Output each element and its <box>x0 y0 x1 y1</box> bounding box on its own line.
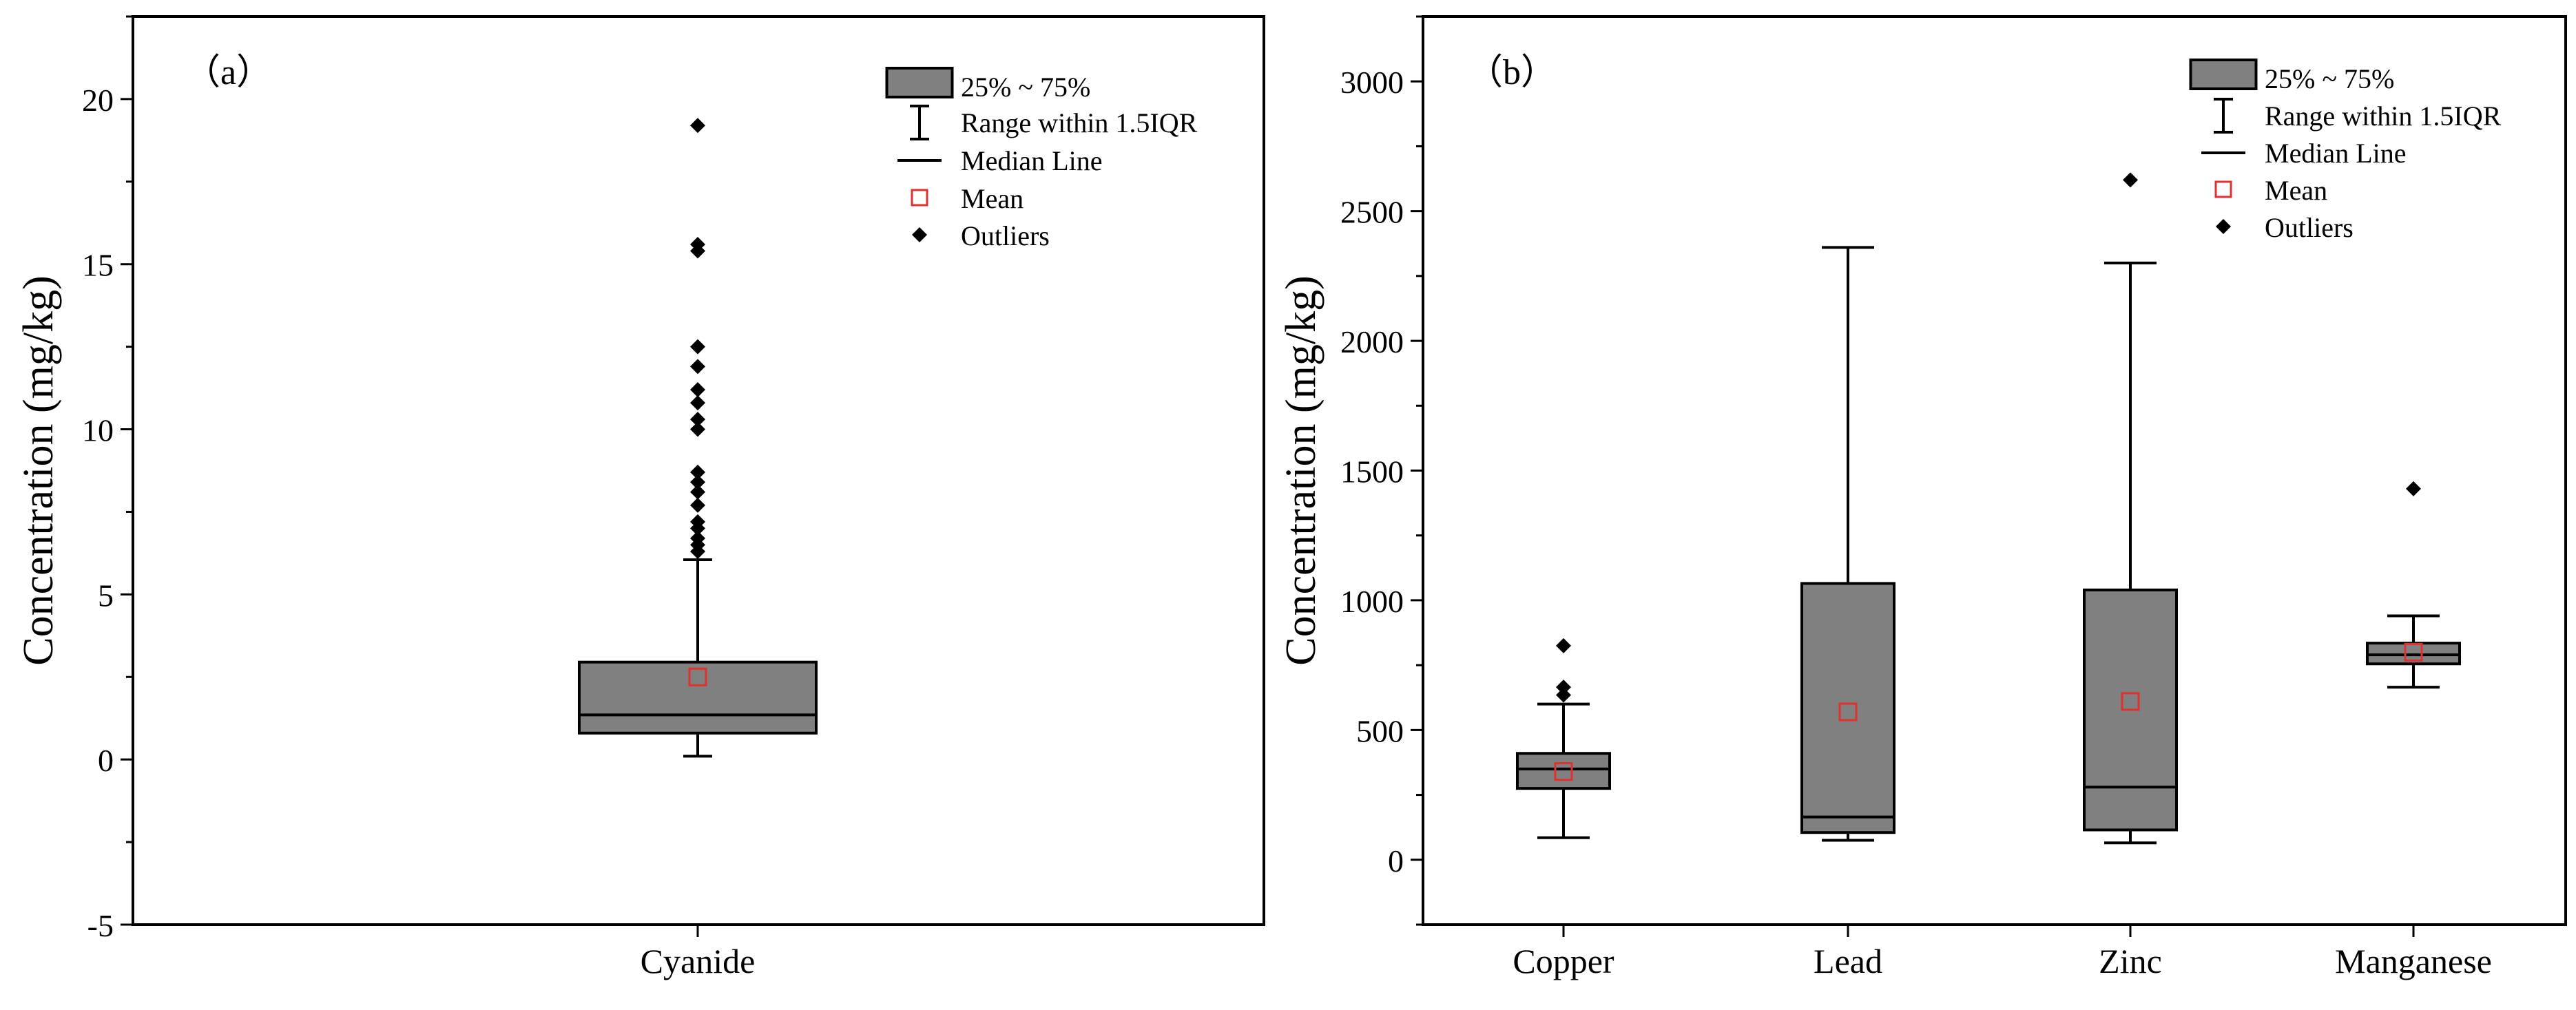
y-axis-label: Concentration (mg/kg) <box>15 275 62 665</box>
outlier-point <box>690 421 705 437</box>
mean-marker <box>1838 702 1858 722</box>
y-tick-label: 1000 <box>1340 584 1404 619</box>
outlier-point <box>2406 481 2421 496</box>
y-tick-label: 15 <box>82 248 114 283</box>
legend-box-key <box>885 67 954 98</box>
y-tick-label: 2500 <box>1340 195 1404 230</box>
x-tick-label: Cyanide <box>641 942 756 980</box>
outlier-point <box>690 514 705 529</box>
y-tick-label: 0 <box>1388 843 1404 879</box>
outlier-point <box>690 395 705 411</box>
panel-a-cyanide: -5 0 5 10 15 20 Concentration (mg/kg) （a） Cyanid… <box>15 15 1265 980</box>
legend-label-median: Median Line <box>2265 138 2407 169</box>
legend: 25% ~ 75% Range within 1.5IQR Median Line M… <box>2189 59 2502 243</box>
outlier-point <box>2123 172 2138 188</box>
box-lead: Lead <box>1800 246 1895 980</box>
y-tick-label: 1500 <box>1340 454 1404 490</box>
outlier-point <box>690 484 705 500</box>
outlier-point <box>690 474 705 490</box>
y-tick-label: 0 <box>98 743 114 778</box>
legend-label-median: Median Line <box>961 145 1103 176</box>
legend-mean-key <box>911 189 928 207</box>
legend-outlier-key <box>2216 219 2231 234</box>
outlier-point <box>690 464 705 480</box>
legend-label-outlier: Outliers <box>961 220 1050 251</box>
legend-label-range: Range within 1.5IQR <box>2265 101 2502 131</box>
outlier-point <box>690 412 705 428</box>
y-tick-label: 2000 <box>1340 324 1404 359</box>
y-tick-label: 3000 <box>1340 65 1404 100</box>
mean-marker <box>688 667 707 686</box>
iqr-box <box>1800 582 1895 834</box>
legend-label-box: 25% ~ 75% <box>961 72 1090 103</box>
outlier-point <box>690 359 705 375</box>
legend-label-mean: Mean <box>2265 175 2327 206</box>
mean-marker <box>2121 692 2140 711</box>
outlier-point <box>690 530 705 546</box>
box-manganese: Manganese <box>2335 481 2492 980</box>
panel-label: （b） <box>1467 53 1557 92</box>
outlier-point <box>690 118 705 134</box>
outlier-point <box>1556 638 1571 653</box>
y-tick-label: -5 <box>87 908 114 943</box>
y-tick-label: 10 <box>82 413 114 448</box>
box-zinc: Zinc <box>2083 172 2178 980</box>
legend-outlier-key <box>912 227 927 242</box>
mean-marker <box>1554 762 1573 781</box>
y-tick-label: 5 <box>98 578 114 613</box>
outlier-point <box>1556 687 1571 703</box>
box-copper: Copper <box>1513 638 1614 980</box>
x-tick-label: Manganese <box>2335 942 2492 980</box>
x-tick-label: Lead <box>1814 942 1882 980</box>
iqr-box <box>578 660 818 735</box>
x-tick-label: Zinc <box>2099 942 2162 980</box>
legend: 25% ~ 75% Range within 1.5IQR Median Line M… <box>885 67 1198 251</box>
y-tick-label: 500 <box>1356 713 1404 748</box>
mean-marker <box>2404 642 2423 662</box>
legend-label-outlier: Outliers <box>2265 212 2354 243</box>
panel-label: （a） <box>185 53 272 92</box>
y-axis-label: Concentration (mg/kg) <box>1278 275 1325 665</box>
outlier-point <box>690 497 705 513</box>
panel-b-metals: 0 500 1000 1500 2000 2500 3000 Concentration (m… <box>1278 15 2567 980</box>
box-cyanide: Cyanide <box>578 118 818 980</box>
legend-label-box: 25% ~ 75% <box>2265 63 2394 94</box>
outlier-point <box>690 381 705 397</box>
x-tick-label: Copper <box>1513 942 1614 980</box>
outlier-point <box>690 339 705 355</box>
outlier-point <box>1556 680 1571 695</box>
y-tick-label: 20 <box>82 83 114 118</box>
legend-box-key <box>2189 59 2258 90</box>
legend-label-range: Range within 1.5IQR <box>961 107 1198 138</box>
outlier-point <box>690 236 705 252</box>
legend-label-mean: Mean <box>961 183 1024 214</box>
iqr-box <box>1516 752 1611 790</box>
legend-mean-key <box>2214 180 2232 198</box>
